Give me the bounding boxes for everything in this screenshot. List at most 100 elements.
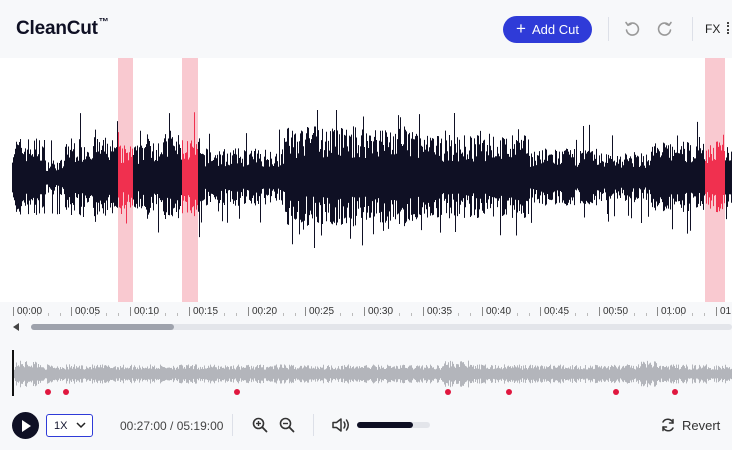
ruler-tick xyxy=(248,307,249,316)
ruler-minor-tick xyxy=(60,313,62,316)
ruler-minor-tick xyxy=(493,313,495,316)
ruler-label: 00:00 xyxy=(17,306,43,317)
cut-marker[interactable] xyxy=(613,389,619,395)
controls-divider xyxy=(232,414,233,436)
zoom-in-icon[interactable] xyxy=(251,416,269,434)
speed-value: 1X xyxy=(54,419,68,432)
ruler-minor-tick xyxy=(200,313,202,316)
ruler-label: 00:05 xyxy=(75,306,101,317)
revert-icon xyxy=(662,418,674,432)
ruler-minor-tick xyxy=(328,313,330,316)
redo-icon xyxy=(657,21,672,36)
ruler-label: 01:5 xyxy=(720,306,732,317)
ruler-tick xyxy=(540,307,541,316)
overview-wave-path xyxy=(14,360,732,388)
ruler-minor-tick xyxy=(529,313,531,316)
cut-marker[interactable] xyxy=(63,389,69,395)
ruler-tick xyxy=(13,307,14,316)
fx-button[interactable]: FX xyxy=(705,22,721,36)
ruler-label: 00:50 xyxy=(603,306,629,317)
timeline-scroll-track[interactable] xyxy=(31,324,732,330)
ruler-minor-tick xyxy=(118,313,120,316)
ruler-minor-tick xyxy=(563,313,565,316)
ruler-minor-tick xyxy=(704,313,706,316)
overview-playhead[interactable] xyxy=(12,350,14,396)
ruler-label: 00:15 xyxy=(193,306,219,317)
ruler-minor-tick xyxy=(141,313,143,316)
ruler-minor-tick xyxy=(271,313,273,316)
ruler-minor-tick xyxy=(411,313,413,316)
ruler-minor-tick xyxy=(48,313,50,316)
waveform-editor[interactable] xyxy=(0,58,732,302)
ruler-minor-tick xyxy=(375,313,377,316)
ruler-tick xyxy=(189,307,190,316)
ruler-tick xyxy=(482,307,483,316)
zoom-out-icon[interactable] xyxy=(278,416,296,434)
toolbar-divider xyxy=(608,17,609,41)
volume-icon[interactable] xyxy=(331,416,351,434)
waveform-cut-path xyxy=(118,112,725,224)
time-display: 00:27:00 / 05:19:00 xyxy=(120,419,224,433)
undo-button[interactable] xyxy=(621,18,643,40)
add-cut-button[interactable]: + Add Cut xyxy=(503,16,592,43)
ruler-minor-tick xyxy=(446,313,448,316)
ruler-tick xyxy=(364,307,365,316)
undo-icon xyxy=(625,21,640,36)
ruler-minor-tick xyxy=(610,313,612,316)
play-icon xyxy=(22,419,31,432)
redo-button[interactable] xyxy=(654,18,676,40)
app-logo: CleanCut™ xyxy=(16,17,109,39)
revert-button[interactable]: Revert xyxy=(660,416,720,434)
ruler-minor-tick xyxy=(551,313,553,316)
more-options-icon[interactable] xyxy=(727,22,729,34)
ruler-minor-tick xyxy=(646,313,648,316)
ruler-tick xyxy=(305,307,306,316)
ruler-minor-tick xyxy=(680,313,682,316)
cut-marker[interactable] xyxy=(445,389,451,395)
ruler-minor-tick xyxy=(177,313,179,316)
timeline-ruler[interactable]: 00:00 00:05 00:10 00:15 00:20 00:25 00:30 00:35… xyxy=(0,302,732,322)
ruler-minor-tick xyxy=(36,313,38,316)
ruler-label: 00:45 xyxy=(544,306,570,317)
ruler-minor-tick xyxy=(458,313,460,316)
overview-waveform[interactable] xyxy=(0,350,732,398)
top-bar: CleanCut™ + Add Cut FX xyxy=(0,0,732,58)
volume-slider-fill[interactable] xyxy=(357,422,414,428)
ruler-minor-tick xyxy=(212,313,214,316)
ruler-minor-tick xyxy=(399,313,401,316)
ruler-tick xyxy=(716,307,717,316)
ruler-minor-tick xyxy=(387,313,389,316)
ruler-tick xyxy=(423,307,424,316)
toolbar-divider xyxy=(692,17,693,41)
timeline-scroll-thumb[interactable] xyxy=(31,324,174,330)
scroll-left-arrow-icon[interactable] xyxy=(13,323,19,331)
ruler-minor-tick xyxy=(165,313,167,316)
cut-marker[interactable] xyxy=(234,389,240,395)
ruler-minor-tick xyxy=(295,313,297,316)
cut-marker[interactable] xyxy=(672,389,678,395)
ruler-minor-tick xyxy=(622,313,624,316)
ruler-minor-tick xyxy=(106,313,108,316)
waveform-canvas[interactable] xyxy=(0,58,732,302)
ruler-minor-tick xyxy=(224,313,226,316)
plus-icon: + xyxy=(516,19,526,38)
ruler-minor-tick xyxy=(82,313,84,316)
ruler-minor-tick xyxy=(24,313,26,316)
play-button[interactable] xyxy=(12,412,39,439)
ruler-tick xyxy=(130,307,131,316)
ruler-label: 01:00 xyxy=(661,306,687,317)
ruler-minor-tick xyxy=(259,313,261,316)
playback-speed-select[interactable]: 1X xyxy=(46,414,93,437)
ruler-minor-tick xyxy=(340,313,342,316)
ruler-minor-tick xyxy=(434,313,436,316)
ruler-tick xyxy=(71,307,72,316)
overview-canvas[interactable] xyxy=(0,350,732,398)
add-cut-label: Add Cut xyxy=(531,22,579,37)
cut-marker[interactable] xyxy=(45,389,51,395)
ruler-minor-tick xyxy=(94,313,96,316)
ruler-minor-tick xyxy=(634,313,636,316)
cut-marker[interactable] xyxy=(506,389,512,395)
ruler-minor-tick xyxy=(153,313,155,316)
ruler-minor-tick xyxy=(470,313,472,316)
